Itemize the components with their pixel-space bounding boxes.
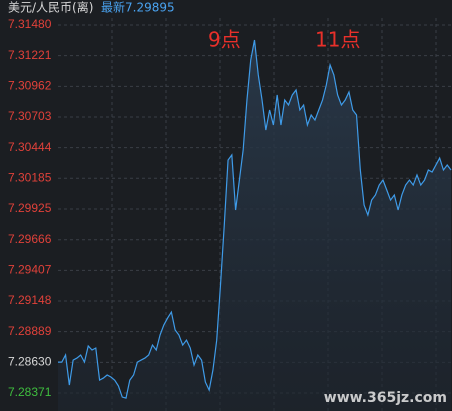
- y-tick-label: 7.31221: [8, 48, 52, 62]
- chart-title: 美元/人民币(离): [8, 0, 93, 15]
- y-tick-label: 7.28371: [8, 385, 52, 399]
- area: [58, 40, 451, 411]
- latest-price: 最新7.29895: [101, 0, 175, 15]
- y-tick-label: 7.30444: [8, 140, 52, 154]
- y-tick-label: 7.30703: [8, 109, 52, 123]
- y-tick-label: 7.29148: [8, 293, 52, 307]
- y-tick-label: 7.28630: [8, 355, 52, 369]
- y-tick-label: 7.29925: [8, 201, 52, 215]
- annotation: 9点: [208, 28, 241, 52]
- y-tick-label: 7.30962: [8, 78, 52, 92]
- y-tick-label: 7.31480: [8, 17, 52, 31]
- price-line: [58, 39, 452, 399]
- y-tick-label: 7.28889: [8, 324, 52, 338]
- watermark: www.365jz.com: [324, 390, 447, 406]
- y-tick-label: 7.29407: [8, 263, 52, 277]
- y-tick-label: 7.30185: [8, 170, 52, 184]
- y-tick-label: 7.29666: [8, 232, 52, 246]
- annotation: 11点: [315, 28, 360, 52]
